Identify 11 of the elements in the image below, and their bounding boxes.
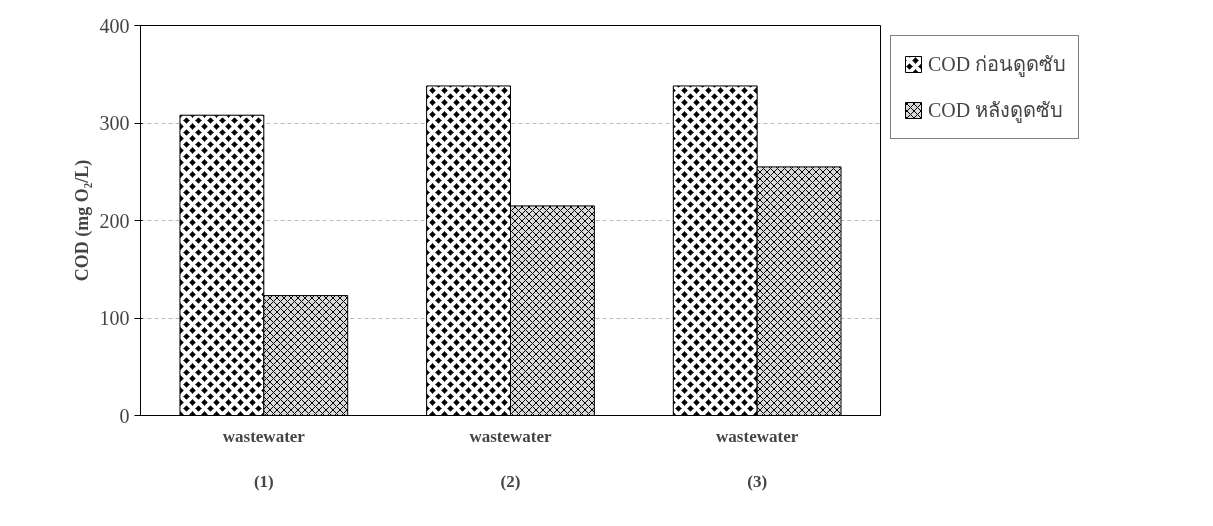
y-tick-label: 300 xyxy=(99,112,130,134)
category-label: wastewater (1) xyxy=(222,426,305,492)
legend-label: COD ก่อนดูดซับ xyxy=(928,52,1067,79)
category-label: wastewater (3) xyxy=(716,426,799,492)
y-tick-label: 200 xyxy=(99,209,130,232)
y-tick-label: 100 xyxy=(99,307,130,329)
y-tick-label: 0 xyxy=(119,404,130,427)
legend-label: COD หลังดูดซับ xyxy=(928,98,1064,125)
y-axis-title: COD (mg O₂/L) xyxy=(71,159,93,282)
category-label: wastewater (2) xyxy=(469,426,552,492)
y-tick-label: 400 xyxy=(99,14,130,37)
